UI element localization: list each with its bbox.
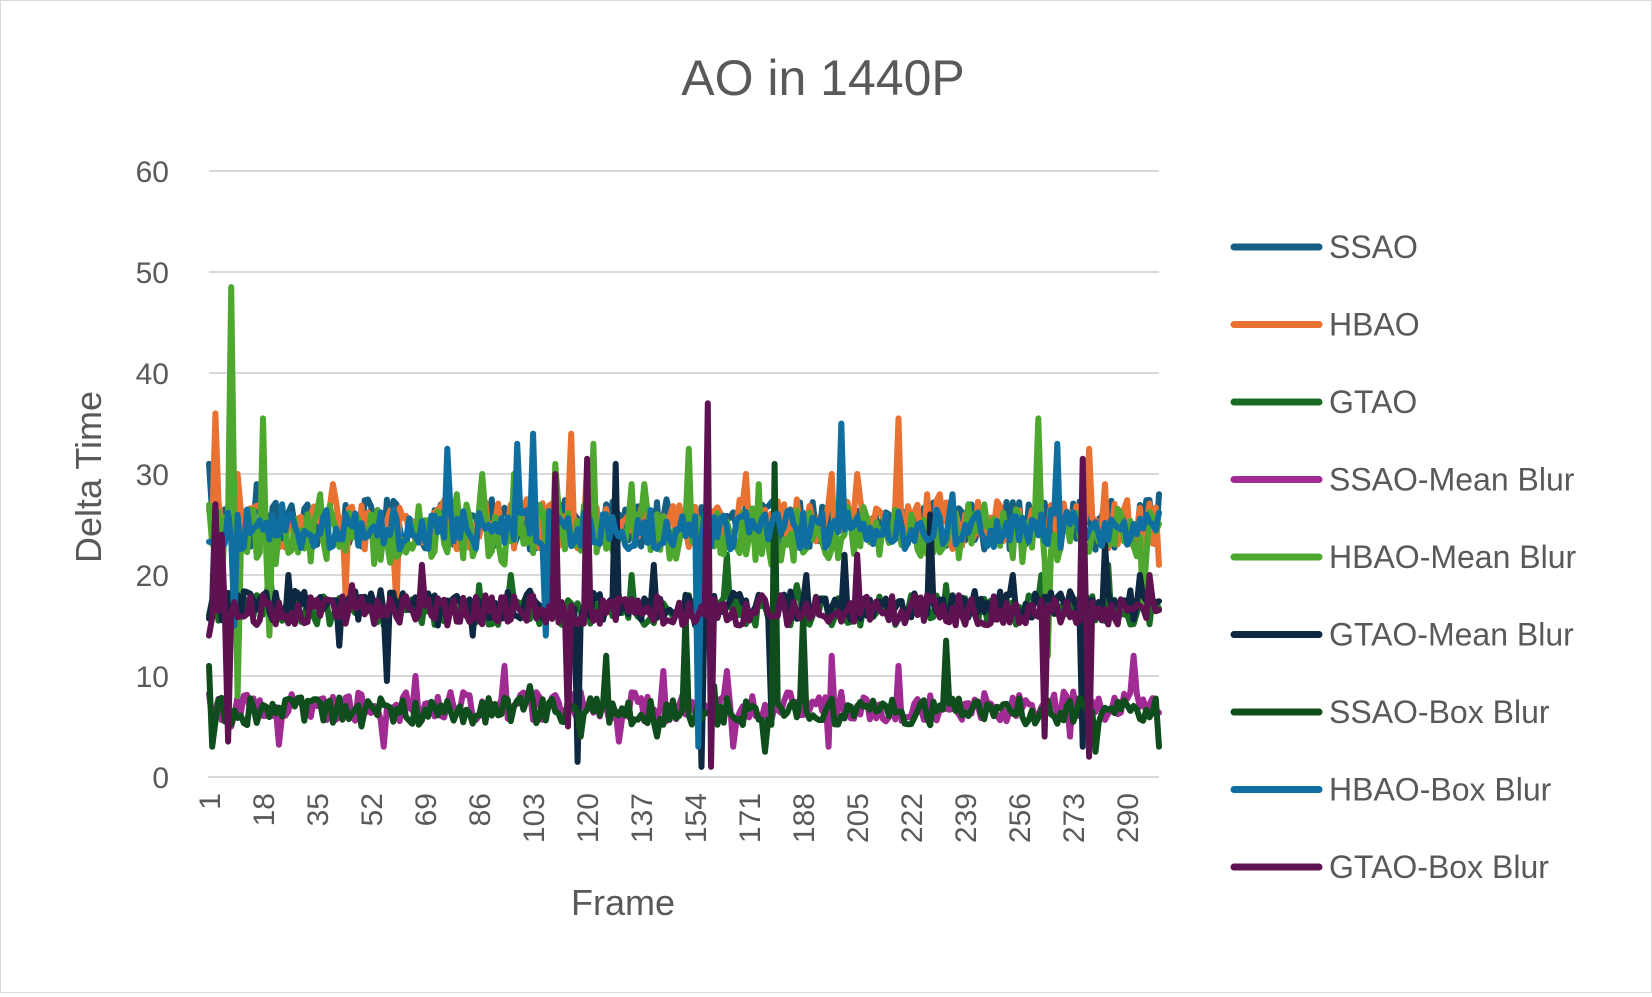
x-axis-title: Frame bbox=[571, 882, 675, 923]
y-tick-label: 60 bbox=[136, 156, 169, 189]
gridlines bbox=[209, 170, 1159, 677]
legend-item: HBAO bbox=[1230, 307, 1420, 343]
legend-label: HBAO bbox=[1329, 307, 1420, 343]
legend-item: GTAO-Box Blur bbox=[1230, 849, 1549, 885]
x-tick-label: 154 bbox=[680, 793, 713, 843]
y-axis-ticks: 0 10 20 30 40 50 60 bbox=[136, 156, 169, 795]
legend: SSAO HBAO GTAO SSAO-Mean Blur HBAO-Mean Blur… bbox=[1230, 229, 1577, 885]
x-tick-label: 256 bbox=[1004, 793, 1037, 843]
legend-label: GTAO-Box Blur bbox=[1329, 849, 1549, 885]
series-line-ssao-box-blur bbox=[206, 460, 1162, 755]
legend-label: HBAO-Box Blur bbox=[1329, 772, 1552, 808]
series-line-gtao-box-blur bbox=[206, 400, 1162, 770]
x-tick-label: 222 bbox=[896, 793, 929, 843]
x-tick-label: 171 bbox=[734, 793, 767, 843]
legend-label: SSAO bbox=[1329, 229, 1418, 265]
legend-item: GTAO-Mean Blur bbox=[1230, 617, 1574, 653]
x-tick-label: 1 bbox=[194, 793, 227, 810]
x-tick-label: 273 bbox=[1058, 793, 1091, 843]
x-tick-label: 69 bbox=[410, 793, 443, 826]
legend-label: GTAO-Mean Blur bbox=[1329, 617, 1574, 653]
x-tick-label: 239 bbox=[950, 793, 983, 843]
y-tick-label: 0 bbox=[152, 762, 169, 795]
y-tick-label: 10 bbox=[136, 661, 169, 694]
series-line-hbao-box-blur bbox=[206, 420, 1162, 750]
x-tick-label: 103 bbox=[518, 793, 551, 843]
x-tick-label: 137 bbox=[626, 793, 659, 843]
legend-item: SSAO bbox=[1230, 229, 1418, 265]
legend-label: HBAO-Mean Blur bbox=[1329, 539, 1577, 575]
legend-item: SSAO-Mean Blur bbox=[1230, 462, 1575, 498]
legend-item: HBAO-Box Blur bbox=[1230, 772, 1552, 808]
y-tick-label: 20 bbox=[136, 560, 169, 593]
x-tick-label: 205 bbox=[842, 793, 875, 843]
x-tick-label: 290 bbox=[1112, 793, 1145, 843]
series-lines bbox=[206, 284, 1162, 770]
y-axis-title: Delta Time bbox=[68, 391, 109, 563]
x-tick-label: 52 bbox=[356, 793, 389, 826]
y-tick-label: 40 bbox=[136, 358, 169, 391]
legend-label: SSAO-Box Blur bbox=[1329, 694, 1550, 730]
x-tick-label: 18 bbox=[248, 793, 281, 826]
legend-item: SSAO-Box Blur bbox=[1230, 694, 1550, 730]
legend-item: HBAO-Mean Blur bbox=[1230, 539, 1577, 575]
legend-label: SSAO-Mean Blur bbox=[1329, 462, 1575, 498]
x-tick-label: 120 bbox=[572, 793, 605, 843]
legend-item: GTAO bbox=[1230, 384, 1417, 420]
chart-title: AO in 1440P bbox=[681, 50, 965, 106]
y-tick-label: 30 bbox=[136, 459, 169, 492]
x-tick-label: 188 bbox=[788, 793, 821, 843]
x-tick-label: 86 bbox=[464, 793, 497, 826]
x-tick-label: 35 bbox=[302, 793, 335, 826]
x-axis-ticks: 1 18 35 52 69 86 103 120 137 154 171 188 205 222 239 25… bbox=[194, 793, 1145, 843]
legend-label: GTAO bbox=[1329, 384, 1417, 420]
y-tick-label: 50 bbox=[136, 257, 169, 290]
